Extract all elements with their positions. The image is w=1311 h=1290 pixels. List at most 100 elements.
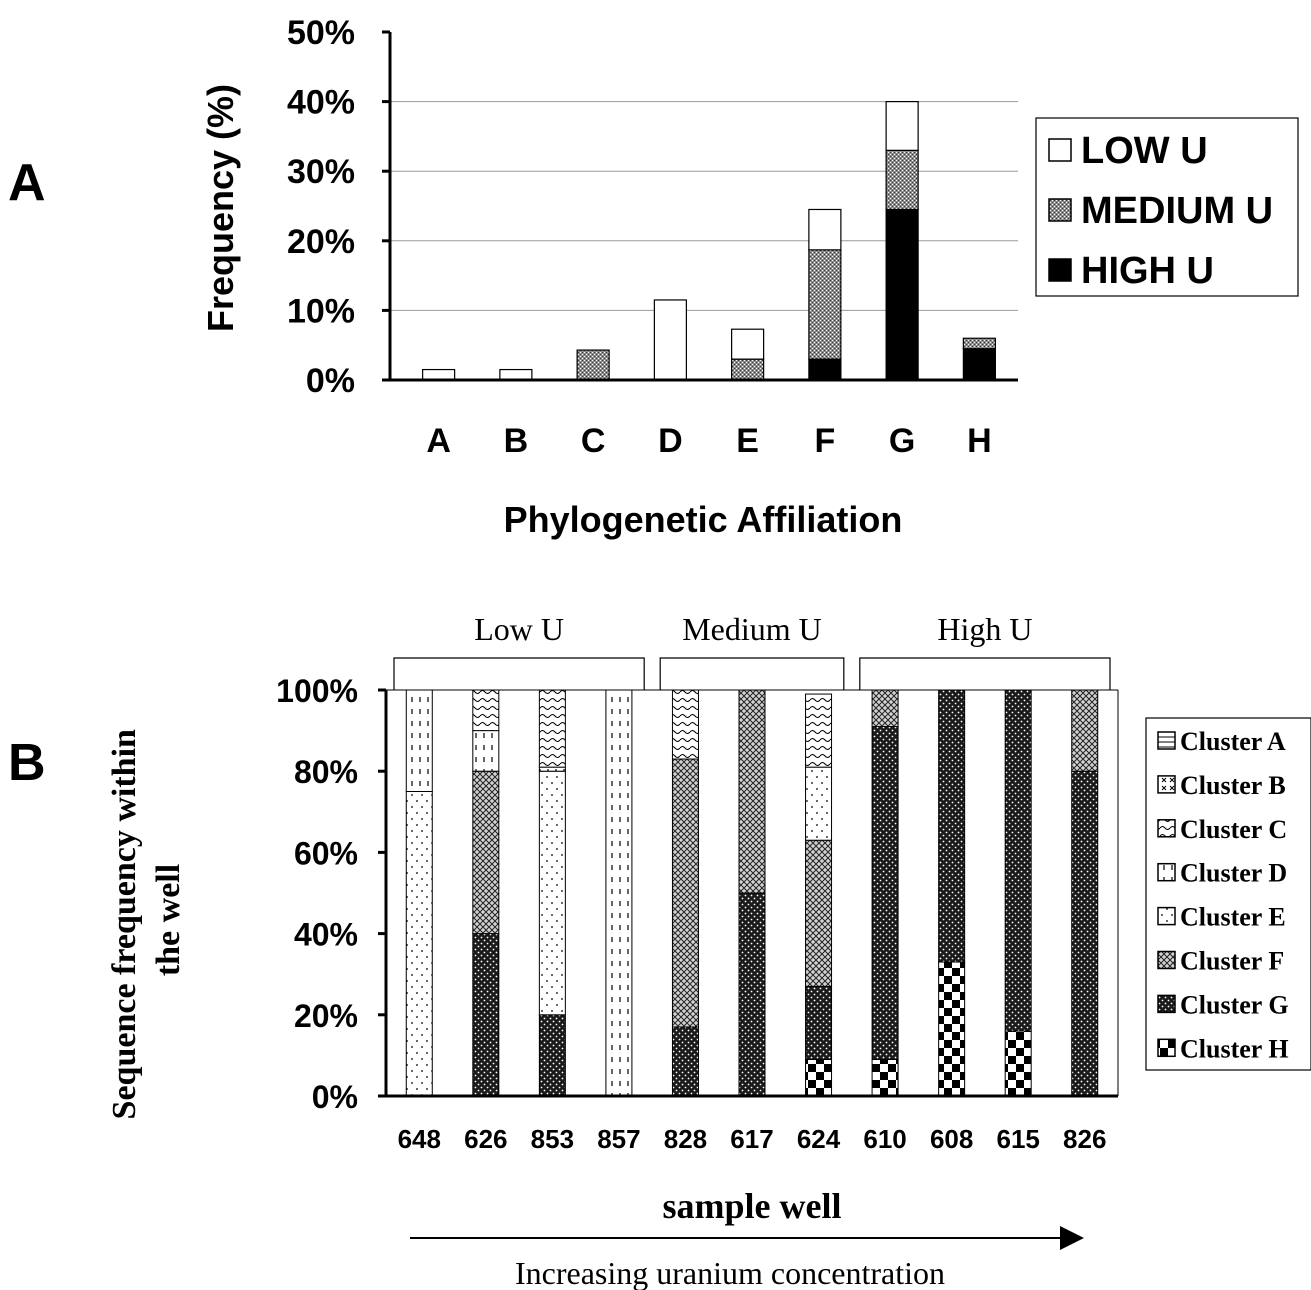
- bar-segment-medium-u-f: [808, 249, 842, 360]
- legend-swatch-cluster-h: [1157, 1038, 1176, 1058]
- legend-swatch-medium-u: [1048, 198, 1072, 222]
- legend-swatch-low-u: [1048, 138, 1072, 162]
- bar-segment-cluster-h-624: [805, 1058, 833, 1097]
- x-tick-label: 648: [398, 1124, 441, 1154]
- chart-a-y-tick-labels: 0% 10% 20% 30% 40% 50%: [287, 14, 355, 400]
- y-tick-label: 40%: [287, 84, 355, 122]
- bar-segment-medium-u-c: [576, 349, 610, 381]
- bar-segment-cluster-g-615: [1004, 689, 1032, 1032]
- x-tick-label: 826: [1063, 1124, 1106, 1154]
- y-tick-label: 0%: [312, 1079, 358, 1115]
- x-tick-label: H: [967, 422, 992, 460]
- group-label-high-u: High U: [937, 611, 1032, 647]
- bar-segment-high-u-h: [962, 348, 996, 381]
- bar-segment-cluster-c-626: [472, 689, 500, 732]
- bar-segment-cluster-d-626: [472, 730, 500, 772]
- x-tick-label: 610: [863, 1124, 906, 1154]
- bar-segment-cluster-f-626: [472, 770, 500, 935]
- x-tick-label: 615: [996, 1124, 1039, 1154]
- chart-a-x-tick-labels: A B C D E F G H: [426, 422, 991, 460]
- x-tick-label: 624: [797, 1124, 841, 1154]
- bar-segment-cluster-g-610: [871, 726, 899, 1060]
- bar-segment-cluster-e-853: [538, 770, 566, 1016]
- bar-segment-cluster-c-853: [538, 689, 566, 768]
- bar-segment-cluster-g-826: [1071, 770, 1099, 1097]
- bar-segment-medium-u-g: [885, 149, 919, 211]
- chart-b-bars: [405, 689, 1099, 1097]
- group-bracket-medium-u: [659, 657, 845, 690]
- bar-segment-cluster-c-828: [671, 689, 699, 760]
- y-tick-label: 100%: [276, 673, 358, 709]
- legend-label-cluster-f: Cluster F: [1180, 947, 1284, 976]
- legend-label-cluster-b: Cluster B: [1180, 771, 1286, 800]
- bar-segment-low-u-g: [885, 100, 919, 151]
- y-tick-label: 60%: [294, 835, 358, 871]
- x-tick-label: D: [658, 422, 683, 460]
- bar-segment-cluster-f-610: [871, 689, 899, 728]
- bar-segment-cluster-f-624: [805, 839, 833, 987]
- x-tick-label: A: [426, 422, 451, 460]
- legend-label-low-u: LOW U: [1081, 130, 1208, 172]
- bar-segment-cluster-g-828: [671, 1026, 699, 1097]
- group-bracket-high-u: [859, 657, 1111, 690]
- bar-segment-cluster-h-610: [871, 1058, 899, 1097]
- chart-b-y-axis-label: Sequence frequency within the well: [106, 721, 187, 1120]
- y-tick-label: 20%: [287, 223, 355, 261]
- bar-segment-low-u-e: [731, 328, 765, 360]
- chart-b-x-tick-labels: 648 626 853 857 828 617 624 610 608 615 826: [398, 1124, 1107, 1154]
- y-tick-label: 10%: [287, 292, 355, 330]
- bar-segment-cluster-f-826: [1071, 689, 1099, 772]
- legend-label-cluster-a: Cluster A: [1180, 727, 1286, 756]
- legend-label-cluster-d: Cluster D: [1180, 859, 1287, 888]
- chart-a-axes: [382, 30, 1018, 382]
- chart-b: Low U Medium U High U 0% 20% 40% 60% 80% 100% 6…: [106, 611, 1311, 1290]
- y-tick-label: 80%: [294, 754, 358, 790]
- bar-segment-high-u-f: [808, 358, 842, 381]
- chart-a-bars: [422, 100, 996, 381]
- legend-label-cluster-e: Cluster E: [1180, 903, 1286, 932]
- chart-a-legend: LOW U MEDIUM U HIGH U: [1035, 117, 1299, 297]
- y-tick-label: 30%: [287, 153, 355, 191]
- bar-segment-cluster-d-857: [605, 689, 633, 1097]
- bar-segment-cluster-d-853: [538, 766, 566, 772]
- bar-segment-cluster-g-626: [472, 933, 500, 1097]
- y-tick-label: 0%: [306, 362, 355, 400]
- panel-b-letter: B: [8, 734, 46, 792]
- legend-swatch-cluster-d: [1157, 862, 1176, 882]
- x-tick-label: 828: [664, 1124, 707, 1154]
- legend-swatch-cluster-a: [1157, 731, 1176, 750]
- chart-b-y-axis-label-line-2: the well: [150, 864, 187, 976]
- x-tick-label: G: [889, 422, 915, 460]
- x-tick-label: 626: [464, 1124, 507, 1154]
- bar-segment-cluster-h-615: [1004, 1030, 1032, 1097]
- legend-swatch-cluster-g: [1157, 994, 1176, 1014]
- chart-a: 0% 10% 20% 30% 40% 50% A B C D E F G H Frequency (%)…: [200, 14, 1299, 540]
- group-label-low-u: Low U: [474, 611, 564, 647]
- legend-swatch-cluster-c: [1157, 819, 1176, 838]
- bar-segment-low-u-b: [499, 368, 533, 381]
- uranium-gradient-label: Increasing uranium concentration: [515, 1255, 945, 1290]
- bar-segment-cluster-f-828: [671, 758, 699, 1028]
- bar-segment-medium-u-e: [731, 358, 765, 381]
- legend-swatch-cluster-b: [1157, 775, 1176, 794]
- bar-segment-cluster-h-608: [938, 961, 966, 1097]
- group-bracket-low-u: [393, 657, 645, 690]
- legend-label-cluster-g: Cluster G: [1180, 990, 1289, 1019]
- x-tick-label: B: [504, 422, 529, 460]
- y-tick-label: 40%: [294, 917, 358, 953]
- bar-segment-low-u-d: [653, 299, 687, 381]
- chart-b-group-brackets: Low U Medium U High U: [393, 611, 1111, 690]
- x-tick-label: 853: [531, 1124, 574, 1154]
- legend-swatch-cluster-e: [1157, 906, 1176, 926]
- bar-segment-cluster-d-648: [405, 689, 433, 792]
- bar-segment-high-u-g: [885, 208, 919, 381]
- x-tick-label: 857: [597, 1124, 640, 1154]
- legend-label-high-u: HIGH U: [1081, 250, 1214, 292]
- bar-segment-cluster-g-617: [738, 892, 766, 1097]
- chart-b-y-axis-label-line-1: Sequence frequency within: [106, 729, 143, 1119]
- panel-a-letter: A: [8, 154, 46, 212]
- bar-segment-medium-u-h: [962, 337, 996, 350]
- y-tick-label: 20%: [294, 998, 358, 1034]
- x-tick-label: C: [581, 422, 606, 460]
